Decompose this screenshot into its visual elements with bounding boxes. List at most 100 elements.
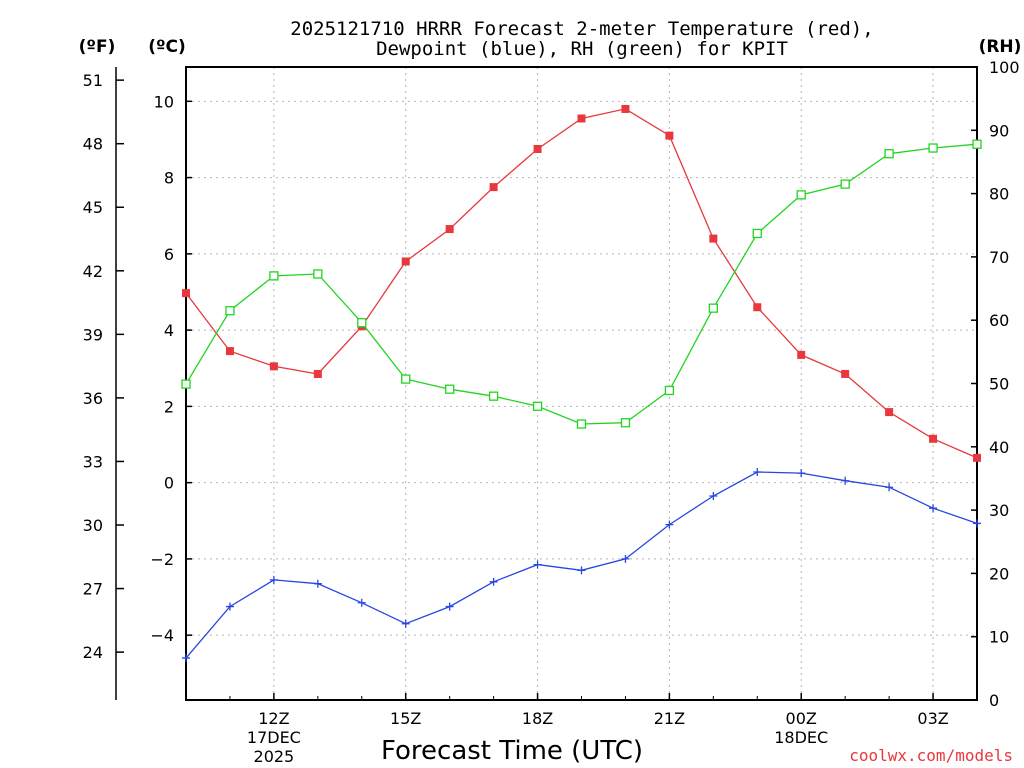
fahrenheit-tick-label: 30: [83, 516, 103, 535]
dewpoint-point: [225, 602, 234, 611]
temperature-point: [797, 350, 806, 359]
rh-tick-label: 50: [989, 375, 1009, 394]
dewpoint-point: [885, 483, 894, 492]
grid-lines: [186, 67, 977, 700]
fahrenheit-tick-label: 27: [83, 580, 103, 599]
fahrenheit-tick-label: 24: [83, 643, 103, 662]
rh-point: [532, 401, 543, 411]
temperature-point: [973, 453, 981, 462]
rh-series: [181, 139, 982, 429]
celsius-tick-label: 6: [164, 245, 174, 264]
dewpoint-point: [929, 504, 938, 513]
rh-tick-label: 60: [989, 311, 1009, 330]
celsius-tick-label: 0: [164, 474, 174, 493]
rh-point: [225, 306, 235, 316]
rh-point: [884, 149, 894, 159]
temperature-point: [182, 289, 190, 298]
dewpoint-point: [401, 619, 410, 628]
rh-tick-label: 40: [989, 438, 1009, 457]
celsius-tick-label: −4: [150, 626, 174, 645]
temperature-point: [269, 362, 278, 371]
x-date-label: 17DEC: [247, 728, 301, 747]
rh-point: [488, 391, 499, 401]
celsius-tick-label: −2: [150, 550, 174, 569]
fahrenheit-tick-label: 33: [83, 452, 103, 471]
rh-point: [620, 418, 631, 428]
rh-line: [185, 143, 978, 425]
temperature-point: [313, 369, 322, 378]
rh-point: [708, 303, 718, 313]
rh-tick-label: 70: [989, 248, 1009, 267]
rh-point: [840, 179, 850, 189]
temperature-point: [225, 347, 234, 356]
temperature-point: [445, 225, 454, 234]
dewpoint-line: [185, 471, 978, 659]
x-tick-label: 12Z: [258, 709, 289, 728]
plot-frame: [185, 66, 978, 701]
rh-point: [445, 384, 455, 394]
dewpoint-point: [182, 654, 190, 663]
rh-point: [928, 143, 938, 153]
temperature-point: [401, 257, 410, 266]
x-axis-title: Forecast Time (UTC): [381, 736, 643, 766]
rh-point: [269, 271, 279, 281]
rh-point: [313, 269, 323, 279]
fahrenheit-unit-label: (ºF): [79, 37, 116, 57]
temperature-point: [753, 303, 762, 312]
series-layer: [181, 104, 982, 663]
rh-point: [972, 139, 982, 149]
dewpoint-point: [665, 520, 674, 529]
rh-point: [401, 374, 411, 384]
celsius-tick-label: 10: [154, 92, 174, 111]
fahrenheit-tick-label: 51: [83, 71, 103, 90]
dewpoint-point: [841, 476, 850, 485]
fahrenheit-tick-label: 45: [83, 198, 103, 217]
x-tick-label: 15Z: [390, 709, 421, 728]
celsius-tick-label: 8: [164, 169, 174, 188]
temperature-point: [885, 408, 894, 417]
fahrenheit-tick-label: 36: [83, 389, 103, 408]
rh-tick-label: 90: [989, 121, 1009, 140]
rh-tick-label: 10: [989, 628, 1009, 647]
temperature-point: [489, 183, 498, 192]
rh-point: [181, 379, 191, 389]
fahrenheit-tick-label: 48: [83, 135, 103, 154]
chart-title-line2: Dewpoint (blue), RH (green) for KPIT: [376, 38, 788, 60]
rh-point: [576, 419, 587, 429]
rh-unit-label: (RH): [979, 37, 1022, 57]
x-tick-label: 21Z: [654, 709, 685, 728]
temperature-point: [841, 369, 850, 378]
temperature-point: [929, 434, 938, 443]
dewpoint-point: [753, 467, 762, 476]
temperature-point: [665, 131, 674, 140]
rh-tick-label: 100: [989, 58, 1020, 77]
credit-text: coolwx.com/models: [849, 746, 1013, 765]
dewpoint-point: [357, 598, 366, 607]
temperature-series: [182, 104, 981, 462]
dewpoint-point: [621, 554, 630, 563]
rh-tick-label: 30: [989, 501, 1009, 520]
x-year-label: 2025: [254, 747, 295, 766]
dewpoint-series: [182, 467, 981, 663]
fahrenheit-tick-label: 39: [83, 325, 103, 344]
x-tick-label: 00Z: [786, 709, 817, 728]
celsius-tick-label: 4: [164, 321, 174, 340]
dewpoint-point: [445, 602, 454, 611]
temperature-point: [621, 104, 630, 113]
rh-point: [357, 318, 367, 328]
temperature-point: [709, 234, 718, 243]
dewpoint-point: [709, 491, 718, 500]
celsius-unit-label: (ºC): [148, 37, 186, 57]
celsius-tick-label: 2: [164, 397, 174, 416]
dewpoint-point: [533, 560, 542, 569]
fahrenheit-tick-label: 42: [83, 262, 103, 281]
chart-title-line1: 2025121710 HRRR Forecast 2-meter Tempera…: [290, 18, 873, 40]
temperature-line: [185, 108, 978, 459]
rh-tick-label: 80: [989, 185, 1009, 204]
dewpoint-point: [577, 566, 586, 575]
x-date-label: 18DEC: [774, 728, 828, 747]
rh-point: [752, 228, 762, 239]
rh-point: [664, 385, 675, 396]
